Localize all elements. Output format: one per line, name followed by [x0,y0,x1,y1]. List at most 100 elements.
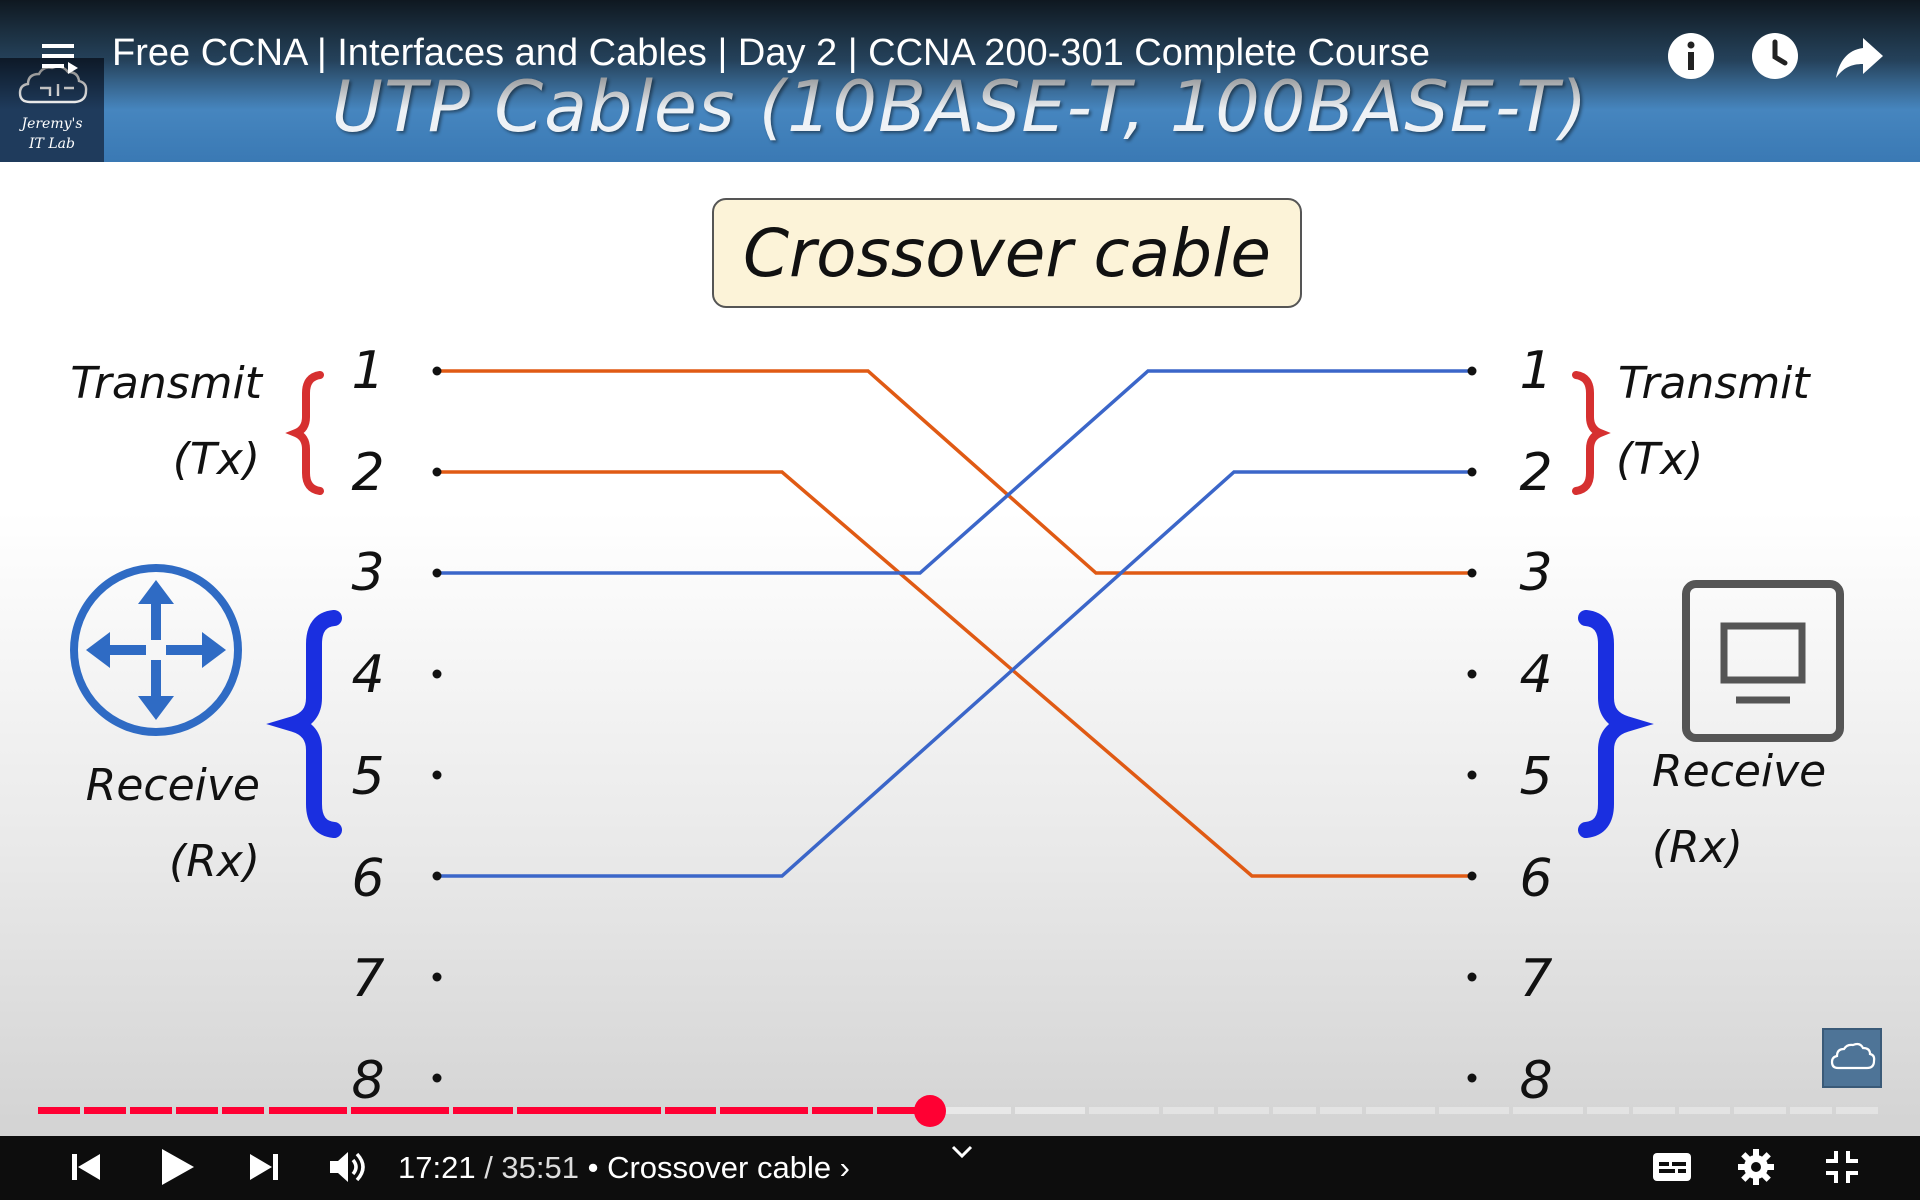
wire-1-to-3 [437,369,1472,575]
chapter-segment[interactable] [517,1107,661,1114]
pin-dot-group [432,366,1477,1083]
chapter-segment[interactable] [1319,1107,1362,1114]
progress-scrubber[interactable] [914,1095,947,1127]
channel-logo-text: Jeremy's IT Lab [0,114,104,154]
video-title[interactable]: Free CCNA | Interfaces and Cables | Day … [112,32,1430,74]
volume-icon [330,1152,365,1182]
pc-icon [1682,580,1844,742]
chapter-segment[interactable] [812,1107,873,1114]
play-button[interactable] [150,1138,204,1196]
right-pin-dot-7 [1467,972,1477,982]
subtitles-icon [1653,1153,1691,1181]
left-pin-dot-5 [432,770,442,780]
chapter-segment[interactable] [1365,1107,1436,1114]
left-receive-label: Receive [86,760,260,811]
slide: UTP Cables (10BASE-T, 100BASE-T) Jeremy'… [0,0,1920,1136]
left-pin-7: 7 [351,949,384,1009]
player-top-bar [0,0,1920,110]
chapter-segment[interactable] [720,1107,809,1114]
chapter-segment[interactable] [1835,1107,1878,1114]
chapter-segment[interactable] [1586,1107,1630,1114]
wire-2-to-6 [437,470,1472,878]
chapter-segment[interactable] [1679,1107,1731,1114]
chapter-expand-button[interactable] [944,1132,980,1172]
chapter-segment[interactable] [1513,1107,1583,1114]
left-pin-dot-4 [432,669,442,679]
left-pin-1: 1 [351,341,384,401]
wire-3-to-1 [437,369,1472,575]
chapter-segment[interactable] [1015,1107,1086,1114]
right-pin-dot-4 [1467,669,1477,679]
settings-button[interactable] [1732,1138,1780,1196]
chapter-segment[interactable] [1633,1107,1676,1114]
right-pin-7: 7 [1519,949,1552,1009]
left-receive-brace [266,610,342,838]
right-pin-1: 1 [1519,341,1552,401]
chapter-segment[interactable] [877,1107,938,1114]
chapter-segment[interactable] [1789,1107,1832,1114]
left-pin-dot-8 [432,1073,442,1083]
right-tx-label: (Tx) [1616,434,1703,485]
chapter-segment[interactable] [1218,1107,1270,1114]
exit-fullscreen-icon [1826,1151,1858,1183]
crossover-cable-label: Crossover cable [742,214,1272,292]
right-rx-label: (Rx) [1652,822,1743,873]
right-pin-dot-5 [1467,770,1477,780]
right-receive-brace [1578,610,1654,838]
channel-logo-line2: IT Lab [29,136,75,152]
chapter-segment[interactable] [1089,1107,1159,1114]
chevron-down-icon [951,1145,973,1159]
watch-later-icon[interactable] [1749,30,1801,82]
chapter-segment[interactable] [130,1107,173,1114]
chapter-segment[interactable] [1273,1107,1316,1114]
channel-logo-line1: Jeremy's [21,116,83,132]
left-transmit-brace [285,371,324,495]
playlist-icon[interactable] [40,40,80,76]
chapter-segment[interactable] [176,1107,219,1114]
volume-button[interactable] [322,1138,374,1196]
left-pin-dot-1 [432,366,442,376]
play-icon [162,1149,194,1185]
left-pin-dot-2 [432,467,442,477]
crossover-diagram: 1 2 3 4 5 6 7 8 1 2 3 4 5 6 7 8 Transmit… [70,341,1844,1111]
right-pin-dot-1 [1467,366,1477,376]
exit-fullscreen-button[interactable] [1818,1138,1866,1196]
subtitles-button[interactable] [1648,1138,1696,1196]
next-icon [250,1154,278,1180]
corner-watermark-logo [1822,1028,1882,1088]
chapter-segment[interactable] [664,1107,717,1114]
left-pin-5: 5 [351,747,384,807]
info-icon[interactable] [1665,30,1717,82]
left-pin-dot-7 [432,972,442,982]
right-pin-4: 4 [1519,645,1552,705]
chapter-segment[interactable] [38,1107,81,1114]
chapter-segment[interactable] [1734,1107,1786,1114]
chapter-segment[interactable] [351,1107,449,1114]
right-pin-2: 2 [1519,443,1552,503]
next-button[interactable] [240,1138,288,1196]
left-pin-4: 4 [351,645,384,705]
progress-bar[interactable] [38,1107,1882,1114]
left-pin-6: 6 [351,849,384,909]
left-pin-dot-6 [432,871,442,881]
chapter-segment[interactable] [222,1107,265,1114]
right-transmit-label: Transmit [1618,358,1811,409]
chapter-segment[interactable] [268,1107,348,1114]
chapter-segment[interactable] [1439,1107,1510,1114]
chapter-segment[interactable] [1162,1107,1215,1114]
left-pin-8: 8 [351,1051,384,1111]
right-pin-3: 3 [1519,543,1552,603]
left-tx-label: (Tx) [173,434,260,485]
chapter-segment[interactable] [452,1107,514,1114]
share-icon[interactable] [1833,30,1885,82]
chapter-segment[interactable] [941,1107,1012,1114]
chapter-segment[interactable] [84,1107,127,1114]
previous-icon [72,1154,100,1180]
right-receive-label: Receive [1652,746,1826,797]
previous-button[interactable] [62,1138,110,1196]
chapter-button[interactable]: • Crossover cable › [587,1150,851,1185]
right-pin-5: 5 [1519,747,1552,807]
right-pin-8: 8 [1519,1051,1552,1111]
brain-icon [1830,1042,1876,1070]
